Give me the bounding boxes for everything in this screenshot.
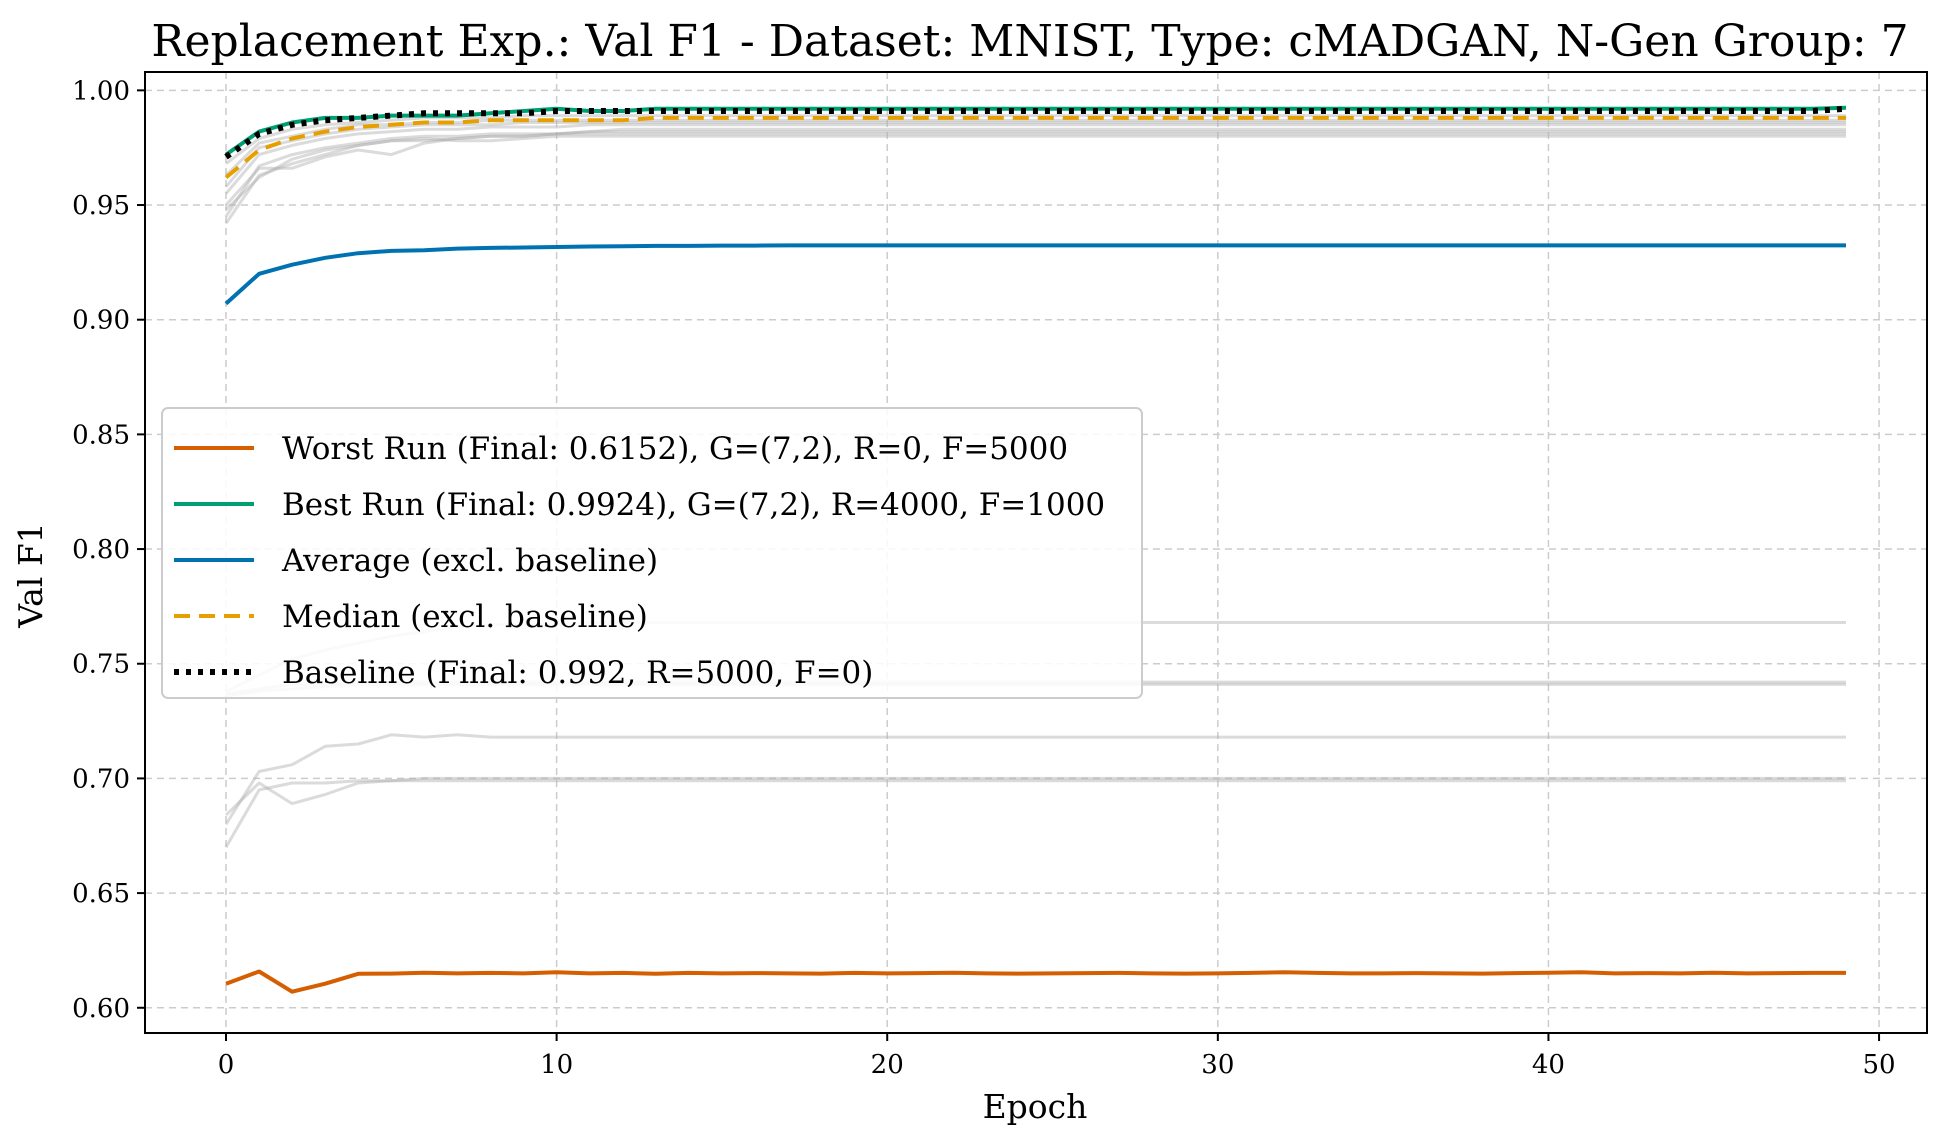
x-tick-label: 10 — [540, 1050, 573, 1080]
legend-label: Best Run (Final: 0.9924), G=(7,2), R=400… — [282, 487, 1105, 523]
legend-box — [161, 407, 1143, 699]
axes: 0 10 20 30 40 50 0.60 0.65 0.70 0.75 0.80 0.85 0.90 0… — [72, 71, 1928, 1080]
legend-label: Baseline (Final: 0.992, R=5000, F=0) — [282, 655, 873, 691]
y-tick-label: 1.00 — [72, 76, 130, 106]
y-tick-label: 0.70 — [72, 764, 130, 794]
series-lines — [224, 105, 1847, 994]
background-run-line — [224, 776, 1846, 817]
y-tick-label: 0.90 — [72, 306, 130, 336]
background-run-line — [224, 132, 1846, 225]
y-tick-label: 0.75 — [72, 650, 130, 680]
legend-label: Worst Run (Final: 0.6152), G=(7,2), R=0,… — [282, 431, 1068, 467]
background-run-line — [224, 134, 1846, 211]
legend-label: Average (excl. baseline) — [281, 543, 658, 579]
background-runs — [224, 114, 1846, 848]
legend: Worst Run (Final: 0.6152), G=(7,2), R=0,… — [161, 407, 1143, 699]
x-tick-label: 50 — [1863, 1050, 1896, 1080]
y-tick-label: 0.95 — [72, 191, 130, 221]
plot-area — [224, 105, 1847, 994]
x-axis-label: Epoch — [983, 1087, 1088, 1126]
background-run-line — [224, 121, 1846, 188]
y-tick-label: 0.85 — [72, 420, 130, 450]
x-tick-label: 0 — [218, 1050, 235, 1080]
series-line — [224, 105, 1847, 160]
legend-label: Median (excl. baseline) — [282, 599, 648, 635]
background-run-line — [224, 127, 1846, 207]
background-run-line — [224, 733, 1846, 826]
chart-title: Replacement Exp.: Val F1 - Dataset: MNIS… — [151, 16, 1908, 67]
background-run-line — [224, 130, 1846, 218]
background-run-line — [224, 779, 1846, 848]
y-tick-label: 0.80 — [72, 535, 130, 565]
y-axis-label: Val F1 — [11, 522, 50, 628]
x-tick-label: 20 — [871, 1050, 904, 1080]
x-tick-label: 40 — [1532, 1050, 1565, 1080]
background-run-line — [224, 123, 1846, 195]
series-line — [224, 115, 1846, 180]
background-run-line — [225, 114, 1846, 165]
plot-frame — [144, 71, 1928, 1034]
series-line — [224, 243, 1846, 306]
y-tick-label: 0.65 — [72, 879, 130, 909]
y-tick-label: 0.60 — [72, 994, 130, 1024]
series-line — [225, 969, 1846, 994]
x-tick-label: 30 — [1201, 1050, 1234, 1080]
